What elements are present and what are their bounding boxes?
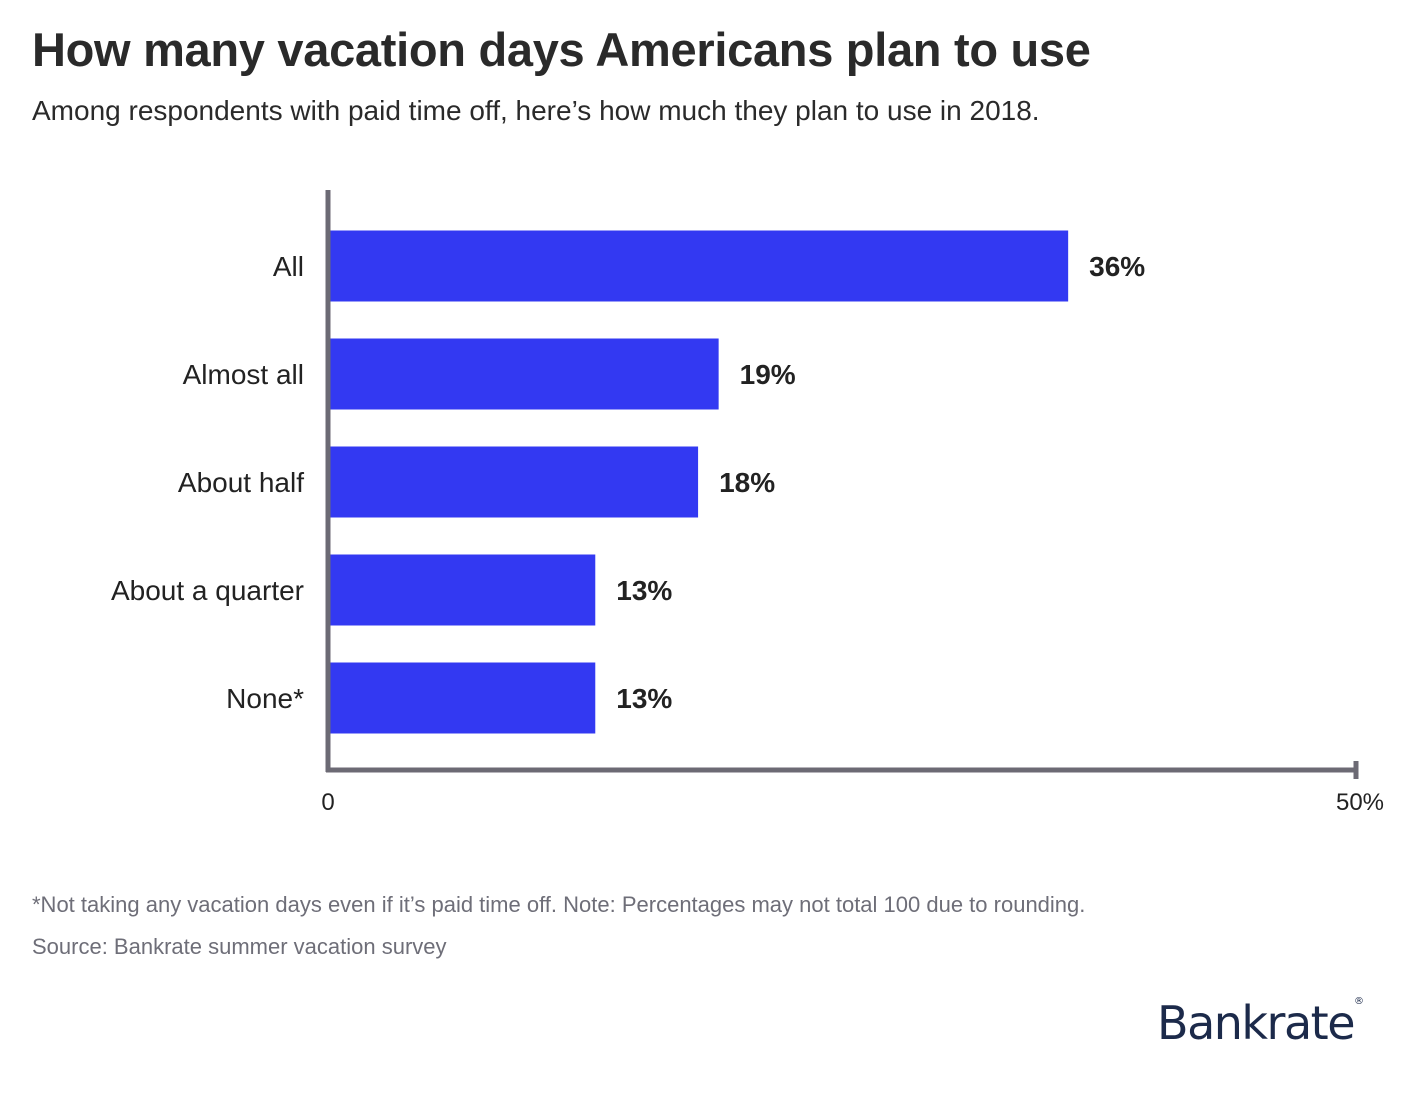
category-label: None* [226, 683, 304, 714]
logo-registered-mark: ® [1354, 996, 1364, 1007]
data-label: 13% [616, 575, 672, 606]
category-label: About a quarter [111, 575, 304, 606]
data-label: 36% [1089, 251, 1145, 282]
bar [328, 446, 699, 518]
data-label: 13% [616, 683, 672, 714]
x-tick-label: 50% [1336, 789, 1384, 816]
category-label: All [273, 251, 304, 282]
chart-title: How many vacation days Americans plan to… [32, 23, 1091, 76]
footnote: *Not taking any vacation days even if it… [32, 892, 1086, 917]
chart-subtitle: Among respondents with paid time off, he… [32, 95, 1040, 126]
bar [328, 230, 1069, 302]
data-label: 19% [740, 359, 796, 390]
data-label: 18% [719, 467, 775, 498]
x-tick-label: 0 [321, 789, 334, 816]
category-label: Almost all [183, 359, 304, 390]
bankrate-logo: Bankrate® [1157, 996, 1364, 1050]
category-label: About half [178, 467, 304, 498]
logo-text: Bankrate [1157, 996, 1355, 1050]
bar [328, 662, 596, 734]
bar [328, 338, 719, 410]
source-note: Source: Bankrate summer vacation survey [32, 934, 447, 959]
bar-chart: All 36% Almost all 19% About half 18% About a … [111, 190, 1384, 816]
bar [328, 554, 596, 626]
